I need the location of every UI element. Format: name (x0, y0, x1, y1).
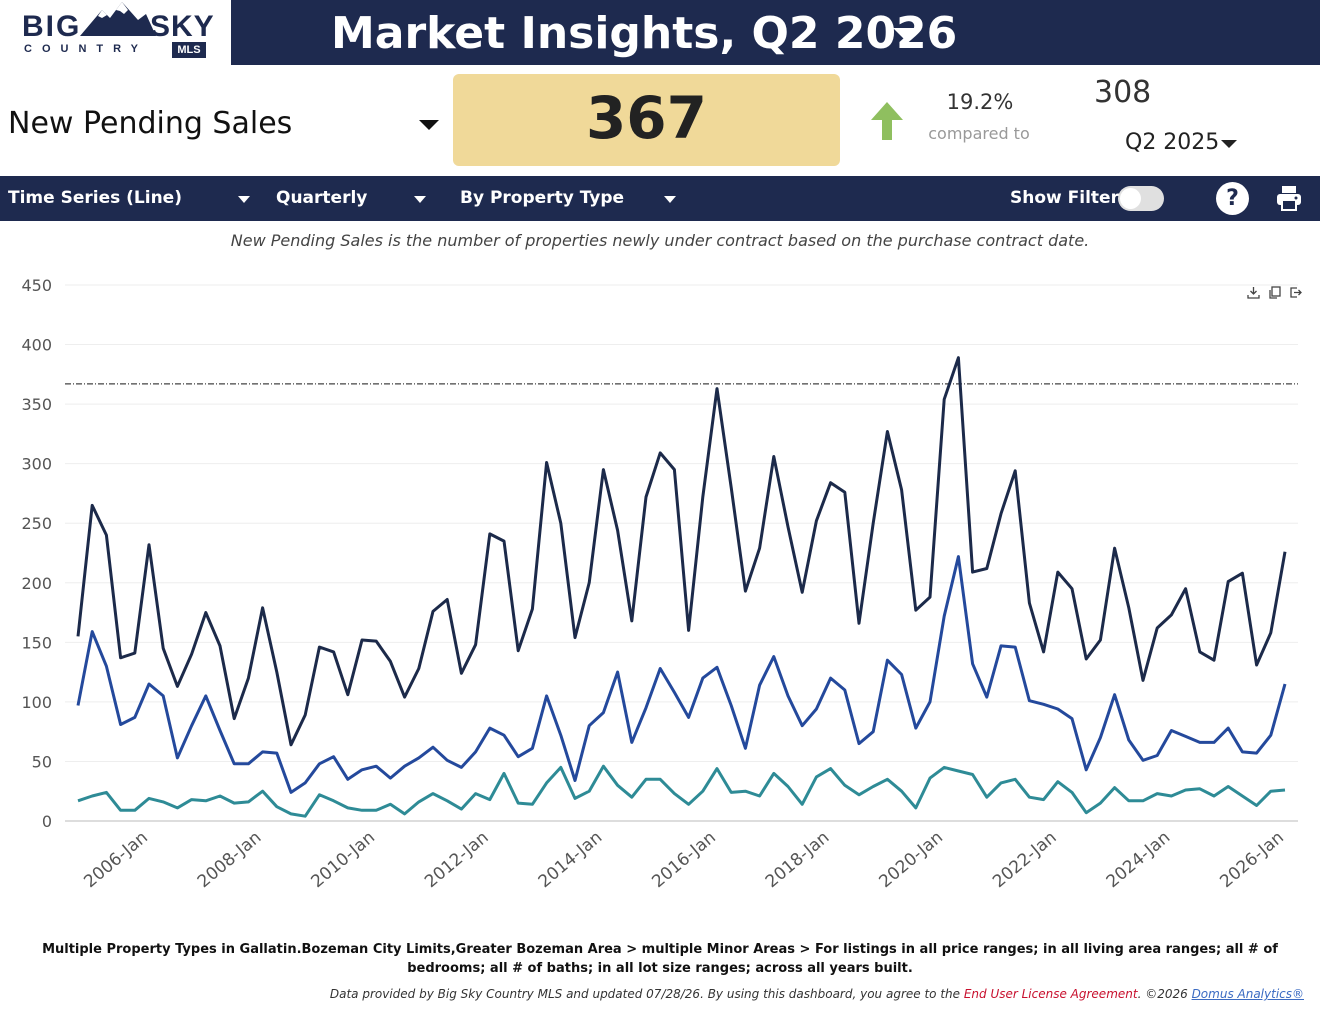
y-tick-label: 450 (21, 276, 52, 295)
y-tick-label: 400 (21, 336, 52, 355)
compared-to-label: compared to (928, 124, 1030, 143)
x-tick-label: 2022-Jan (989, 828, 1061, 893)
compare-period-select[interactable]: Q2 2025 (1125, 130, 1220, 155)
mountain-logo-icon (80, 2, 156, 36)
filter-footnote: Multiple Property Types in Gallatin.Boze… (42, 942, 1278, 976)
page-title[interactable]: Market Insights, Q2 2026 (331, 8, 958, 59)
logo-big: BIG (22, 10, 82, 43)
y-tick-label: 150 (21, 633, 52, 652)
x-tick-label: 2018-Jan (762, 828, 834, 893)
grouping-select[interactable]: By Property Type (460, 188, 625, 208)
x-tick-label: 2006-Jan (80, 828, 152, 893)
help-icon[interactable]: ? (1216, 182, 1249, 215)
credits-middle: . ©2026 (1137, 987, 1192, 1001)
line-chart: 0 50 100 150 200 250 300 350 400 450 2006-Jan 2008… (21, 276, 1298, 893)
series-line-3 (77, 764, 1286, 818)
series-lines (76, 356, 1287, 818)
print-icon[interactable] (1276, 185, 1302, 211)
metric-select[interactable]: New Pending Sales (8, 106, 293, 141)
y-tick-label: 250 (21, 514, 52, 533)
y-tick-label: 100 (21, 693, 52, 712)
toggle-knob[interactable] (1120, 188, 1141, 209)
x-tick-label: 2010-Jan (308, 828, 380, 893)
metric-value: 367 (585, 84, 708, 152)
metric-value-box (453, 74, 840, 166)
logo-country: COUNTRY (24, 43, 148, 55)
credits: Data provided by Big Sky Country MLS and… (300, 987, 1304, 1001)
download-icon[interactable] (1247, 286, 1260, 299)
chart-type-dropdown-icon[interactable] (238, 196, 250, 203)
y-axis: 0 50 100 150 200 250 300 350 400 450 (21, 276, 52, 831)
share-icon[interactable] (1289, 286, 1302, 299)
copy-icon[interactable] (1268, 286, 1281, 299)
compare-value: 308 (1094, 75, 1152, 110)
y-tick-label: 50 (32, 752, 52, 771)
period-dropdown-icon[interactable] (414, 196, 426, 203)
header-bar (231, 0, 1320, 65)
credits-text: Data provided by Big Sky Country MLS and… (329, 987, 964, 1001)
chart-type-select[interactable]: Time Series (Line) (8, 188, 182, 208)
x-tick-label: 2014-Jan (535, 828, 607, 893)
metric-description: New Pending Sales is the number of prope… (230, 231, 1090, 250)
y-tick-label: 350 (21, 395, 52, 414)
license-link[interactable]: End User License Agreement (963, 987, 1138, 1001)
x-tick-label: 2016-Jan (648, 828, 720, 893)
y-tick-label: 0 (42, 812, 52, 831)
x-tick-label: 2024-Jan (1103, 828, 1175, 893)
x-axis: 2006-Jan 2008-Jan 2010-Jan 2012-Jan 2014-Jan… (80, 828, 1288, 893)
y-tick-label: 300 (21, 455, 52, 474)
series-line-1 (76, 356, 1287, 747)
period-select[interactable]: Quarterly (276, 188, 368, 208)
percent-change: 19.2% (946, 90, 1014, 114)
x-tick-label: 2020-Jan (876, 828, 948, 893)
x-tick-label: 2008-Jan (194, 828, 266, 893)
compare-period-dropdown-icon[interactable] (1221, 140, 1237, 148)
x-tick-label: 2012-Jan (421, 828, 493, 893)
series-line-2 (76, 555, 1287, 794)
arrow-up-icon (871, 102, 903, 140)
metric-dropdown-icon[interactable] (419, 120, 439, 130)
brand-logo: BIG SKY COUNTRY MLS (0, 0, 231, 65)
domus-link[interactable]: Domus Analytics® (1191, 987, 1304, 1001)
filter-bar (0, 176, 1320, 221)
show-filters-label: Show Filters: (1010, 188, 1136, 208)
logo-sky: SKY (150, 10, 215, 43)
period-dropdown-icon[interactable] (893, 28, 921, 42)
grouping-dropdown-icon[interactable] (664, 196, 676, 203)
y-tick-label: 200 (21, 574, 52, 593)
logo-mls-badge: MLS (172, 42, 206, 58)
x-tick-label: 2026-Jan (1216, 828, 1288, 893)
